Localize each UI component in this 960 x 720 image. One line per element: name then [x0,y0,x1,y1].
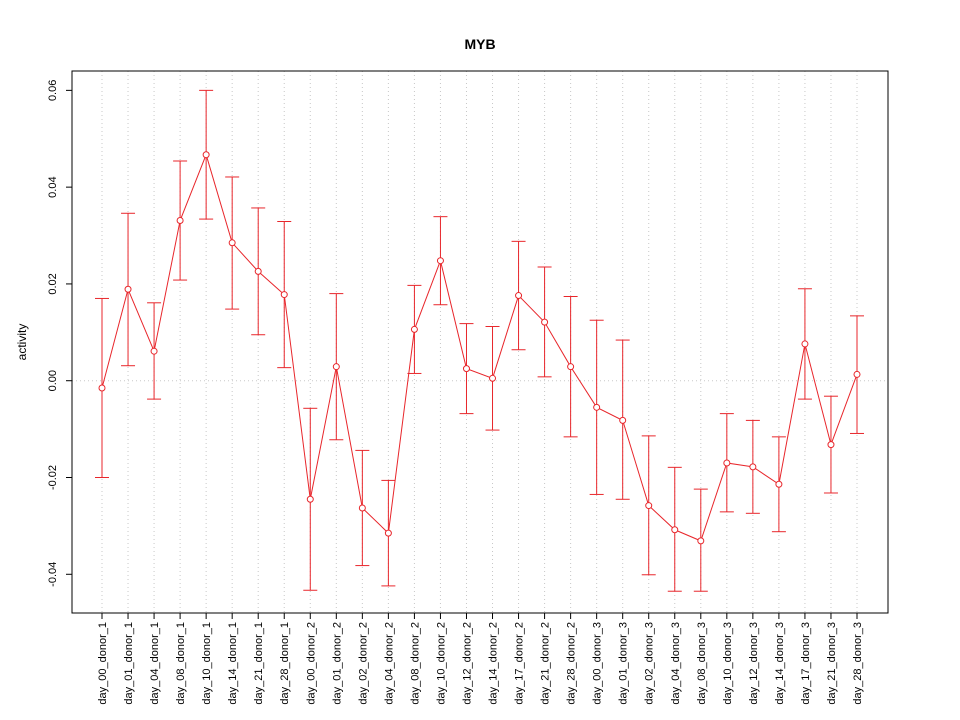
data-point [202,151,210,159]
data-point [567,363,575,371]
data-point [176,217,184,225]
x-tick-label: day_14_donor_2 [488,622,500,705]
x-tick-label: day_04_donor_3 [670,622,682,705]
data-point [98,384,106,392]
x-tick-label: day_02_donor_2 [357,622,369,705]
x-tick-label: day_08_donor_2 [409,622,421,705]
data-point [697,537,705,545]
x-tick-label: day_02_donor_3 [644,622,656,705]
data-point [645,502,653,510]
data-point [827,441,835,449]
x-tick-label: day_10_donor_1 [201,622,213,705]
y-tick-label: 0.06 [47,80,59,101]
data-point [775,480,783,488]
data-point [150,347,158,355]
data-point [280,291,288,299]
data-point [228,239,236,247]
x-tick-label: day_21_donor_1 [253,622,265,705]
x-tick-label: day_17_donor_2 [514,622,526,705]
data-point [853,370,861,378]
data-point [254,267,262,275]
series-line [101,153,858,542]
x-tick-label: day_04_donor_2 [383,622,395,705]
chart-title: MYB [464,36,495,52]
grid-lines [72,71,888,613]
data-point [801,340,809,348]
x-tick-label: day_01_donor_2 [331,622,343,705]
x-tick-label: day_28_donor_2 [566,622,578,705]
x-tick-label: day_10_donor_3 [722,622,734,705]
data-point [541,318,549,326]
y-tick-label: 0.02 [47,273,59,294]
x-tick-label: day_01_donor_1 [123,622,135,705]
data-point [384,529,392,537]
x-tick-label: day_28_donor_1 [279,622,291,705]
x-tick-label: day_04_donor_1 [149,622,161,705]
data-point [462,365,470,373]
y-axis: -0.04 -0.02 0.00 0.02 0.04 0.06 [47,80,73,587]
x-tick-label: day_21_donor_3 [826,622,838,705]
x-tick-label: day_00_donor_1 [97,622,109,705]
data-point [515,292,523,300]
y-tick-label: 0.04 [47,176,59,197]
x-tick-label: day_14_donor_1 [227,622,239,705]
x-tick-label: day_14_donor_3 [774,622,786,705]
x-tick-label: day_00_donor_2 [305,622,317,705]
x-tick-label: day_01_donor_3 [618,622,630,705]
plot-frame [71,70,889,614]
data-point [749,463,757,471]
x-tick-label: day_17_donor_3 [800,622,812,705]
data-point [671,526,679,534]
y-tick-label: 0.00 [47,370,59,391]
x-tick-label: day_10_donor_2 [435,622,447,705]
x-tick-label: day_28_donor_3 [852,622,864,705]
x-tick-label: day_21_donor_2 [540,622,552,705]
x-tick-label: day_12_donor_2 [461,622,473,705]
y-axis-label: activity [15,324,29,361]
y-tick-label: -0.02 [47,465,59,490]
data-point [410,325,418,333]
data-point [723,459,731,467]
x-tick-label: day_08_donor_1 [175,622,187,705]
data-point [332,363,340,371]
x-tick-label: day_00_donor_3 [592,622,604,705]
x-tick-label: day_08_donor_3 [696,622,708,705]
y-tick-label: -0.04 [47,562,59,587]
data-point [619,416,627,424]
series-activity [95,89,864,592]
x-tick-label: day_12_donor_3 [748,622,760,705]
x-axis: day_00_donor_1 day_01_donor_1 day_04_donor… [97,612,864,705]
data-point [124,285,132,293]
data-point [489,374,497,382]
data-point [436,257,444,265]
data-point [306,495,314,503]
data-point [358,504,366,512]
data-point [593,403,601,411]
